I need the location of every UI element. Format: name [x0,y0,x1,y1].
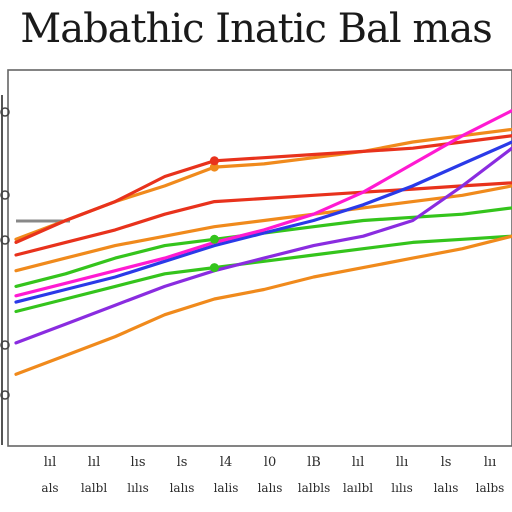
x-tick-sublabel: lılıs [391,481,413,495]
x-tick-labels: lıl lıl lıs ls l4 l0 lB lıl llı ls lıı als lalbl lılı… [41,455,504,495]
series-line-10 [14,108,512,298]
plot-frame [7,69,512,447]
series-line-7 [14,146,512,345]
x-tick-label: lıl [44,455,56,470]
x-tick-label: lıl [352,455,364,470]
series-line-9 [14,140,512,304]
x-tick-label: lıl [88,455,100,470]
x-tick-label: lıı [484,455,496,470]
x-tick-label: l0 [264,455,276,470]
x-tick-sublabel: lalıs [258,481,283,495]
marker-layer [209,156,219,273]
x-tick-label: l4 [220,455,232,470]
series-line-2 [14,134,512,244]
series-line-4 [14,184,512,273]
series-line-8 [14,234,512,376]
series-marker-1 [209,162,219,172]
x-tick-sublabel: lalbs [476,481,505,495]
x-tick-label: ls [177,455,188,470]
x-tick-label: lB [307,455,321,470]
x-tick-sublabel: lalıs [170,481,195,495]
x-tick-label: lıs [131,455,146,470]
series-marker-6 [209,263,219,273]
x-tick-label: ls [441,455,452,470]
series-marker-5 [209,234,219,244]
x-tick-sublabel: als [41,481,58,495]
series-line-6 [14,234,512,314]
chart-title: Mabathic Inatic Bal mas [20,6,492,52]
x-tick-sublabel: lılıs [127,481,149,495]
left-decoration [0,95,70,445]
x-tick-label: llı [396,455,408,470]
x-tick-sublabel: lalbl [81,481,108,495]
x-tick-sublabel: lalbls [298,481,331,495]
series-marker-2 [209,156,219,166]
series-line-3 [14,181,512,257]
x-tick-sublabel: lalis [214,481,239,495]
x-tick-sublabel: lalıs [434,481,459,495]
series-layer [14,108,512,376]
x-tick-sublabel: laılbl [343,481,373,495]
